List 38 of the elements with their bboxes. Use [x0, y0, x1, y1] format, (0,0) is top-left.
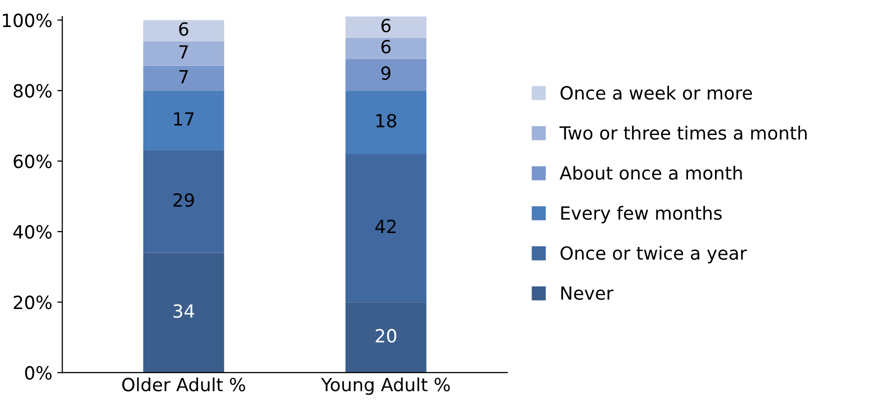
bar [345, 16, 426, 38]
data-label: 18 [376, 114, 396, 128]
bar [345, 58, 426, 91]
bar [345, 154, 426, 302]
bar [143, 150, 224, 253]
y-tick-label: 40% [13, 225, 52, 239]
data-label: 6 [381, 18, 391, 32]
bar [345, 302, 426, 373]
bar [345, 38, 426, 59]
bar [143, 252, 224, 373]
data-label: 20 [376, 328, 396, 343]
data-label: 17 [174, 112, 194, 126]
y-tick-label: 0% [25, 366, 52, 380]
y-tick-label: 100% [2, 14, 52, 28]
data-label: 34 [174, 304, 194, 318]
data-label: 7 [179, 45, 188, 59]
data-label: 9 [381, 66, 390, 80]
legend-label: Two or three times a month [559, 126, 807, 140]
bar [143, 66, 224, 91]
y-tick-label: 60% [14, 154, 52, 168]
legend-label: Never [561, 286, 614, 300]
legend-label: Every few months [561, 206, 722, 224]
y-tick-label: 80% [14, 84, 52, 98]
bar [143, 90, 224, 151]
bar [143, 41, 224, 66]
data-label: 6 [179, 22, 188, 36]
data-label: 42 [375, 220, 396, 234]
legend-label: About once a month [560, 166, 742, 180]
data-label: 29 [174, 193, 194, 207]
legend-label: Once a week or more [560, 86, 752, 100]
data-label: 7 [179, 70, 188, 84]
y-tick-label: 20% [14, 296, 52, 310]
bar [143, 20, 224, 42]
legend-label: Once or twice a year [560, 246, 747, 264]
data-label: 6 [381, 40, 391, 54]
x-tick-label: Young Adult % [321, 377, 450, 395]
x-tick-label: Older Adult % [122, 377, 246, 392]
bar [345, 90, 426, 154]
